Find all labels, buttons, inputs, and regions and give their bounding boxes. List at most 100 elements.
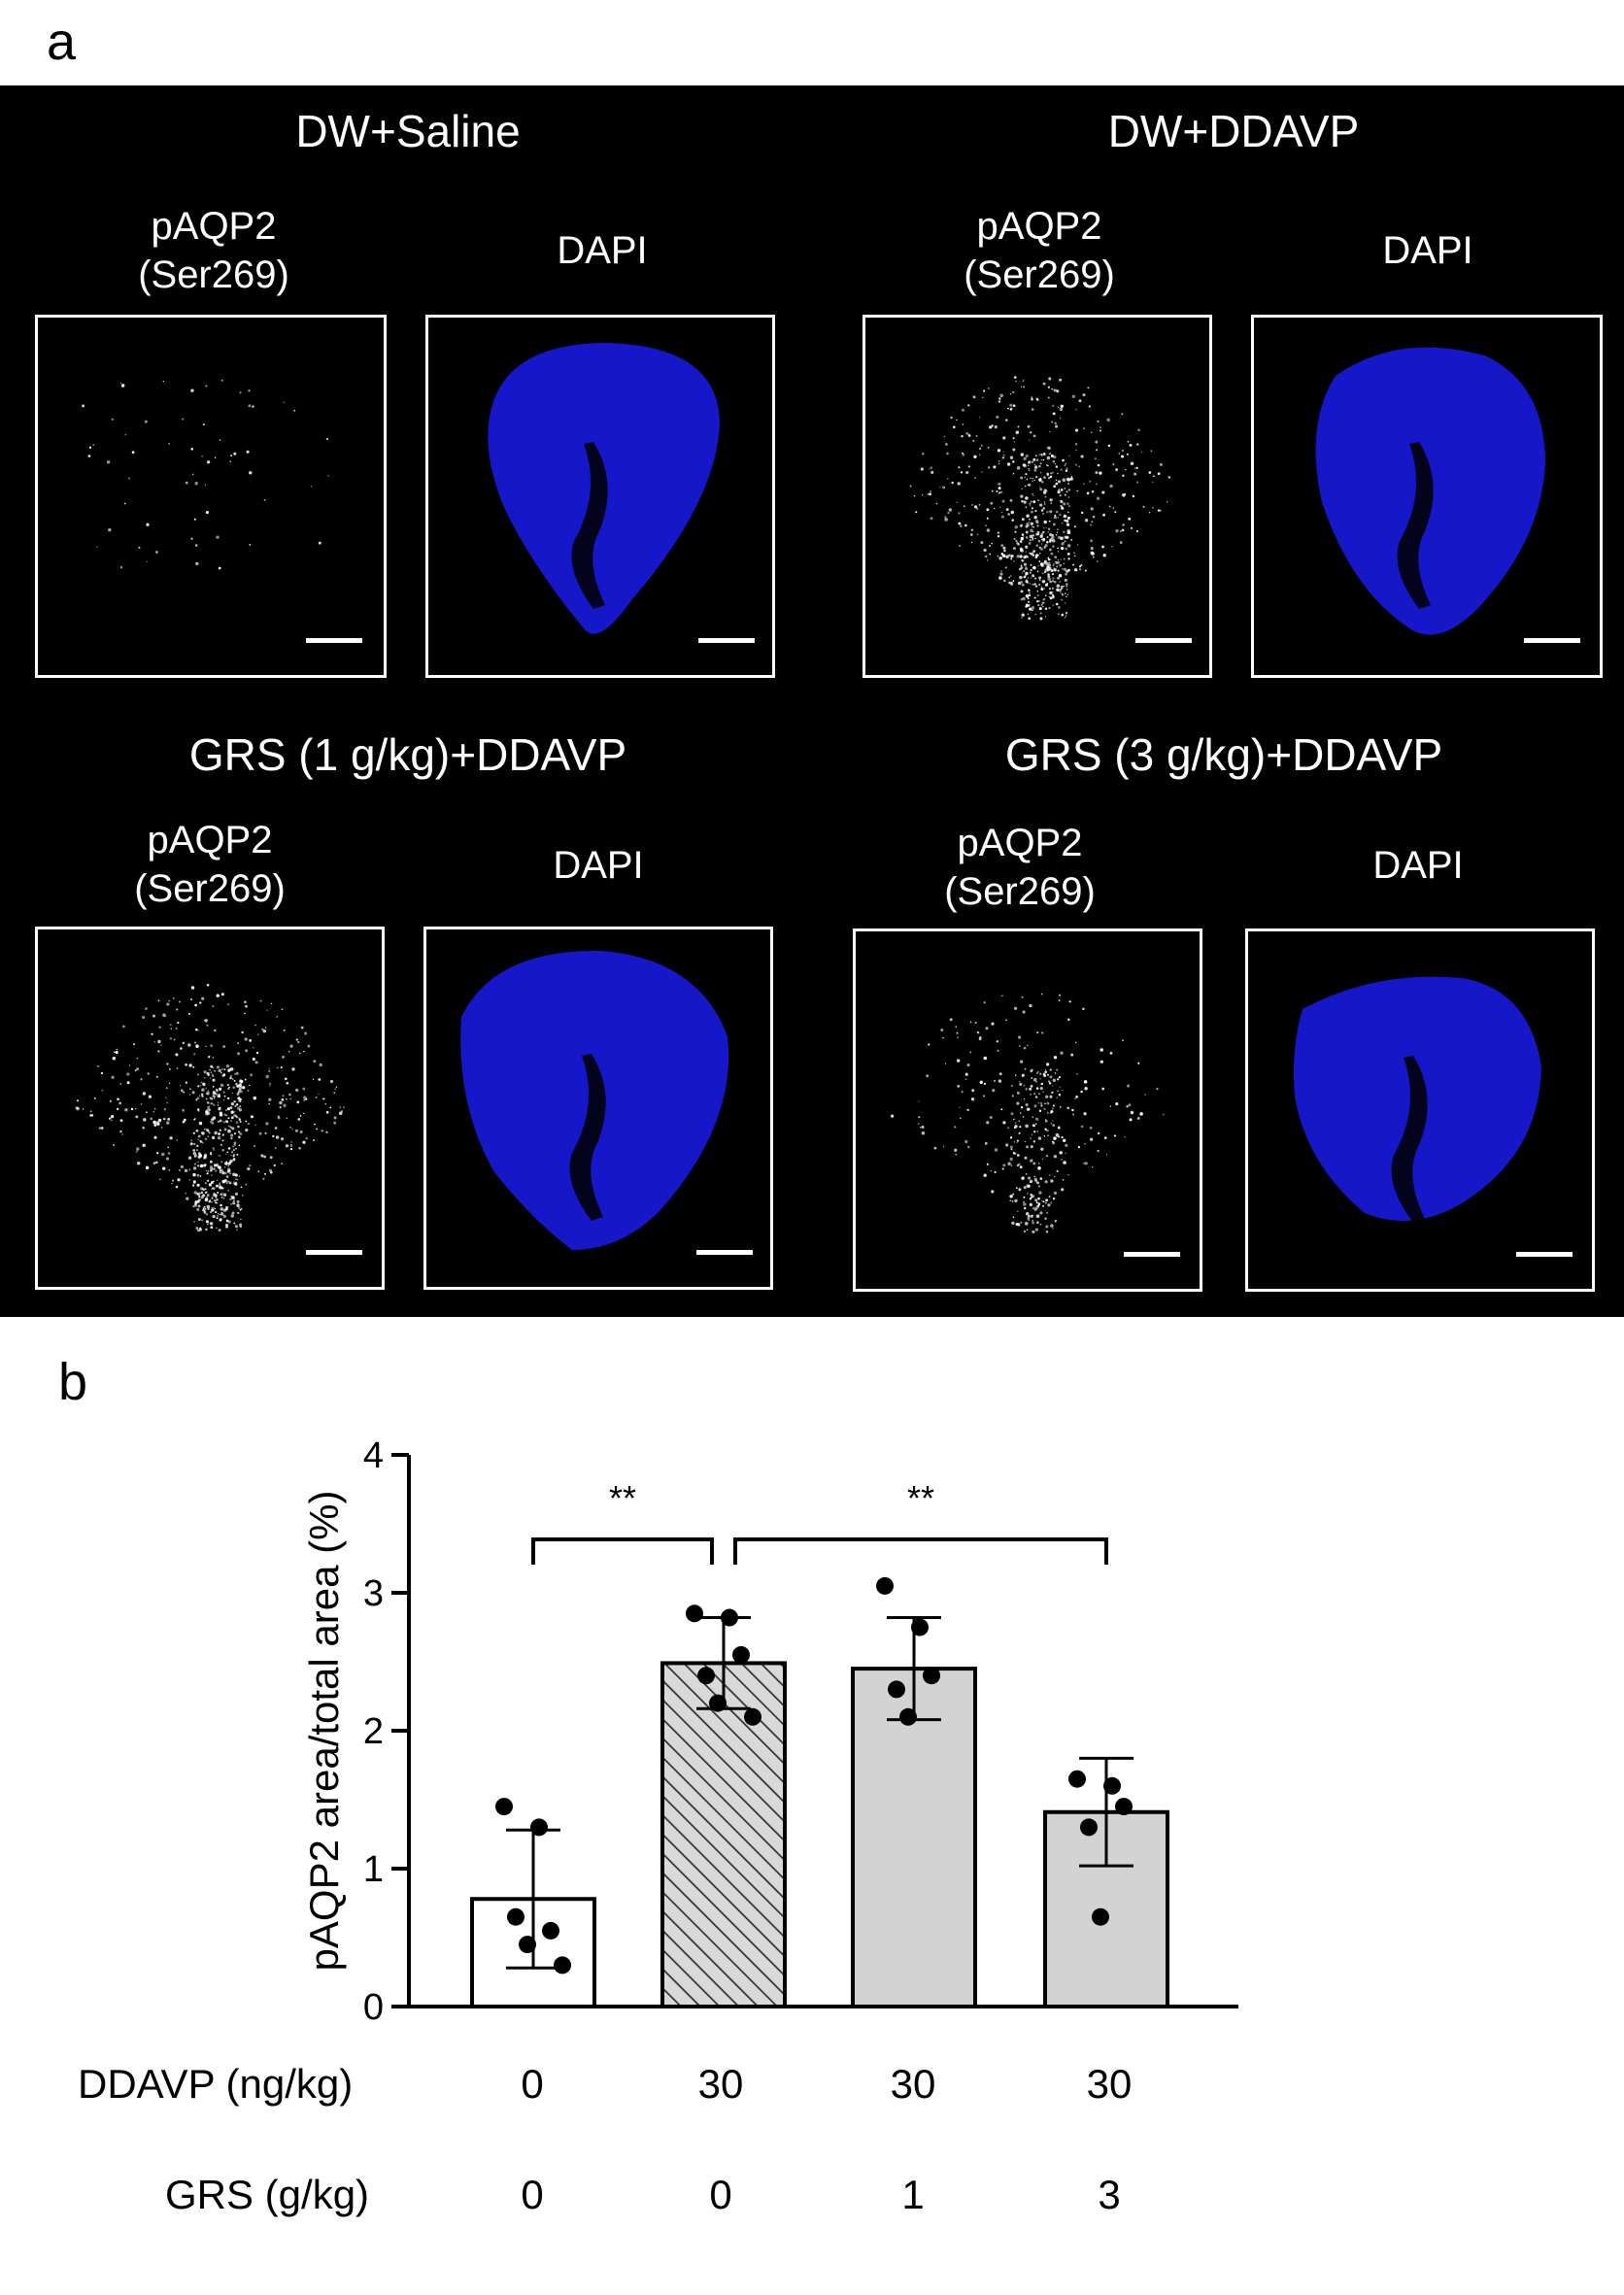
signal-dot	[1125, 468, 1127, 471]
signal-dot	[1096, 560, 1099, 562]
signal-dot	[143, 1118, 147, 1122]
signal-dot	[962, 452, 964, 455]
signal-dot	[1036, 594, 1039, 596]
signal-dot	[961, 408, 964, 412]
signal-dot	[1049, 430, 1051, 433]
signal-dot	[200, 1219, 204, 1222]
signal-dot	[190, 537, 193, 540]
signal-dot	[1024, 557, 1026, 559]
signal-dot	[108, 527, 112, 532]
significance-label: **	[609, 1478, 636, 1518]
signal-dot	[207, 1135, 210, 1137]
signal-dot	[1075, 409, 1077, 411]
signal-dot	[268, 1102, 270, 1105]
signal-dot	[998, 400, 1001, 403]
signal-dot	[216, 1088, 219, 1092]
signal-dot	[234, 1072, 236, 1075]
signal-dot	[1066, 502, 1069, 505]
signal-dot	[329, 1079, 334, 1084]
signal-dot	[1017, 425, 1020, 428]
signal-dot	[1012, 1193, 1015, 1196]
signal-dot	[244, 1037, 248, 1041]
signal-dot	[1029, 1003, 1032, 1008]
signal-dot	[1156, 1088, 1159, 1091]
signal-dot	[998, 459, 1000, 462]
signal-dot	[1049, 453, 1051, 456]
signal-dot	[305, 1136, 308, 1140]
signal-dot	[1044, 489, 1048, 492]
signal-dot	[1121, 528, 1125, 532]
signal-dot	[219, 1111, 223, 1115]
signal-dot	[269, 1156, 273, 1160]
signal-dot	[1046, 1101, 1050, 1105]
signal-dot	[203, 1210, 207, 1214]
signal-dot	[1016, 1092, 1020, 1095]
signal-dot	[231, 1078, 234, 1081]
signal-dot	[291, 1128, 293, 1131]
y-tick-label: 3	[363, 1573, 384, 1614]
signal-dot	[203, 1076, 206, 1079]
signal-dot	[1135, 466, 1138, 469]
signal-dot	[1022, 386, 1026, 388]
signal-dot	[179, 1085, 182, 1087]
signal-dot	[1000, 490, 1003, 493]
signal-dot	[198, 1153, 202, 1157]
signal-dot	[969, 1021, 972, 1024]
signal-dot	[1057, 560, 1061, 564]
signal-dot	[1157, 472, 1161, 476]
signal-dot	[1051, 587, 1054, 590]
signal-dot	[238, 1206, 241, 1209]
signal-dot	[1074, 1097, 1076, 1099]
signal-dot	[1102, 513, 1106, 517]
signal-dot	[254, 1124, 256, 1127]
signal-dot	[1064, 558, 1066, 560]
signal-dot	[207, 1074, 210, 1077]
signal-dot	[234, 1225, 238, 1229]
signal-dot	[1044, 544, 1048, 548]
signal-dot	[1042, 605, 1044, 608]
renal-pelvis-shape	[1391, 1056, 1428, 1223]
signal-dot	[1021, 1176, 1025, 1180]
signal-dot	[171, 1182, 173, 1185]
signal-dot	[1058, 1075, 1062, 1079]
signal-dot	[1067, 1174, 1069, 1176]
signal-dot	[257, 1033, 259, 1036]
signal-dot	[1081, 511, 1084, 515]
signal-dot	[244, 1000, 247, 1003]
signal-dot	[221, 1148, 225, 1152]
dapi-label: DAPI	[557, 229, 648, 272]
grs-value: 1	[901, 2172, 925, 2217]
signal-dot	[207, 1221, 210, 1223]
signal-dot	[946, 452, 949, 456]
signal-dot	[963, 505, 965, 508]
signal-dot	[193, 1221, 195, 1223]
signal-dot	[216, 994, 220, 997]
signal-dot	[1095, 471, 1099, 475]
signal-dot	[190, 388, 194, 392]
signal-dot	[199, 1085, 201, 1087]
signal-dot	[196, 1229, 200, 1232]
signal-dot	[1135, 529, 1139, 533]
signal-dot	[1091, 1166, 1094, 1168]
signal-dot	[214, 1210, 218, 1214]
signal-dot	[1039, 1177, 1043, 1180]
signal-dot	[979, 448, 982, 450]
signal-dot	[82, 404, 85, 408]
signal-dot	[1028, 483, 1032, 487]
signal-dot	[230, 455, 233, 457]
signal-dot	[930, 466, 933, 469]
signal-dot	[148, 1095, 152, 1098]
signal-dot	[1047, 575, 1051, 579]
signal-dot	[978, 417, 981, 419]
signal-dot	[166, 1121, 170, 1125]
signal-dot	[1030, 431, 1032, 434]
signal-dot	[1066, 528, 1070, 533]
signal-dot	[183, 1091, 186, 1094]
signal-dot	[1083, 483, 1085, 485]
signal-dot	[1037, 1163, 1040, 1164]
signal-dot	[1118, 453, 1121, 455]
signal-dot	[1057, 613, 1060, 616]
signal-dot	[1109, 1052, 1113, 1055]
signal-dot	[1063, 562, 1066, 564]
signal-dot	[1034, 537, 1036, 540]
